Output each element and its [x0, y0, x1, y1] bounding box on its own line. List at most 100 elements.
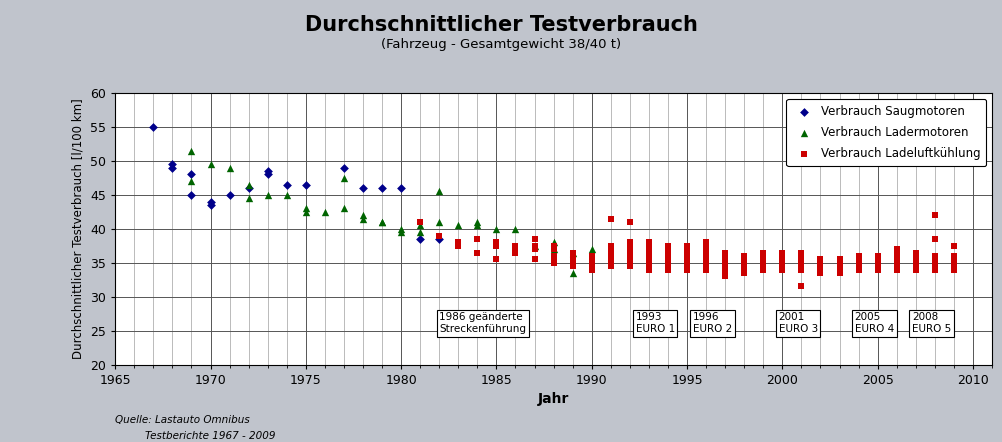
Verbrauch Ladeluftkühlung [641, 246, 657, 253]
Verbrauch Ladeluftkühlung [736, 256, 753, 263]
Verbrauch Ladeluftkühlung [565, 263, 581, 270]
Verbrauch Ladermotoren [374, 218, 390, 225]
Verbrauch Ladeluftkühlung [946, 259, 962, 266]
Text: Durchschnittlicher Testverbrauch: Durchschnittlicher Testverbrauch [305, 15, 697, 35]
Verbrauch Ladeluftkühlung [927, 236, 943, 243]
Verbrauch Ladeluftkühlung [698, 263, 714, 270]
Verbrauch Ladeluftkühlung [660, 259, 676, 266]
Text: 1986 geänderte
Streckenführung: 1986 geänderte Streckenführung [439, 312, 526, 334]
Verbrauch Ladeluftkühlung [775, 259, 791, 266]
Verbrauch Ladeluftkühlung [889, 252, 905, 259]
Verbrauch Ladermotoren [240, 181, 257, 188]
Verbrauch Ladeluftkühlung [584, 259, 600, 266]
Verbrauch Ladeluftkühlung [851, 266, 867, 273]
Verbrauch Ladeluftkühlung [813, 259, 829, 266]
Verbrauch Ladeluftkühlung [584, 263, 600, 270]
Verbrauch Ladeluftkühlung [565, 259, 581, 266]
Verbrauch Ladermotoren [183, 178, 199, 185]
Verbrauch Ladeluftkühlung [927, 259, 943, 266]
Verbrauch Ladeluftkühlung [698, 252, 714, 259]
Verbrauch Ladeluftkühlung [736, 259, 753, 266]
Verbrauch Ladeluftkühlung [622, 218, 638, 225]
Verbrauch Ladermotoren [298, 205, 314, 212]
Verbrauch Ladeluftkühlung [736, 269, 753, 276]
Verbrauch Ladermotoren [240, 194, 257, 202]
Verbrauch Ladeluftkühlung [431, 232, 447, 239]
Verbrauch Ladermotoren [260, 191, 276, 198]
Verbrauch Ladeluftkühlung [526, 242, 542, 249]
Verbrauch Ladeluftkühlung [660, 242, 676, 249]
Verbrauch Ladeluftkühlung [908, 263, 924, 270]
Verbrauch Ladermotoren [431, 218, 447, 225]
Verbrauch Ladeluftkühlung [756, 256, 772, 263]
Verbrauch Ladeluftkühlung [660, 252, 676, 259]
Verbrauch Ladeluftkühlung [698, 266, 714, 273]
Verbrauch Ladeluftkühlung [927, 212, 943, 219]
Verbrauch Ladeluftkühlung [622, 246, 638, 253]
Verbrauch Ladermotoren [584, 246, 600, 253]
Verbrauch Ladeluftkühlung [717, 266, 733, 273]
Verbrauch Ladeluftkühlung [889, 259, 905, 266]
Verbrauch Ladeluftkühlung [546, 256, 562, 263]
Verbrauch Ladeluftkühlung [832, 266, 848, 273]
Text: 2005
EURO 4: 2005 EURO 4 [855, 312, 894, 334]
Verbrauch Ladeluftkühlung [660, 266, 676, 273]
Verbrauch Ladeluftkühlung [565, 249, 581, 256]
Verbrauch Ladeluftkühlung [756, 249, 772, 256]
Verbrauch Saugmotoren [355, 184, 371, 191]
Verbrauch Saugmotoren [393, 184, 409, 191]
Verbrauch Ladermotoren [469, 222, 485, 229]
Verbrauch Ladeluftkühlung [603, 246, 619, 253]
Verbrauch Ladeluftkühlung [698, 239, 714, 246]
Verbrauch Ladeluftkühlung [946, 266, 962, 273]
Verbrauch Ladeluftkühlung [660, 256, 676, 263]
Verbrauch Ladeluftkühlung [908, 259, 924, 266]
Verbrauch Ladeluftkühlung [775, 252, 791, 259]
Verbrauch Ladeluftkühlung [927, 256, 943, 263]
Verbrauch Ladermotoren [336, 174, 352, 181]
Verbrauch Ladermotoren [221, 164, 237, 171]
Verbrauch Ladeluftkühlung [717, 259, 733, 266]
Verbrauch Ladermotoren [393, 229, 409, 236]
Verbrauch Ladeluftkühlung [851, 259, 867, 266]
Verbrauch Ladeluftkühlung [698, 259, 714, 266]
Verbrauch Ladermotoren [546, 239, 562, 246]
Verbrauch Ladeluftkühlung [641, 252, 657, 259]
Verbrauch Ladermotoren [507, 225, 523, 232]
Verbrauch Ladeluftkühlung [622, 242, 638, 249]
Verbrauch Ladeluftkühlung [488, 256, 504, 263]
Verbrauch Ladeluftkühlung [622, 249, 638, 256]
Verbrauch Ladermotoren [488, 225, 504, 232]
Verbrauch Ladeluftkühlung [717, 256, 733, 263]
Verbrauch Ladeluftkühlung [450, 242, 466, 249]
Verbrauch Ladeluftkühlung [889, 246, 905, 253]
Verbrauch Ladeluftkühlung [698, 256, 714, 263]
Verbrauch Ladeluftkühlung [698, 242, 714, 249]
Verbrauch Ladeluftkühlung [794, 263, 810, 270]
Verbrauch Ladeluftkühlung [717, 249, 733, 256]
Verbrauch Ladeluftkühlung [832, 263, 848, 270]
Verbrauch Saugmotoren [412, 236, 428, 243]
Verbrauch Ladeluftkühlung [927, 266, 943, 273]
Verbrauch Ladermotoren [412, 229, 428, 236]
Verbrauch Ladeluftkühlung [469, 236, 485, 243]
Verbrauch Ladermotoren [393, 225, 409, 232]
Verbrauch Ladeluftkühlung [775, 249, 791, 256]
Verbrauch Ladeluftkühlung [507, 242, 523, 249]
Verbrauch Ladermotoren [355, 215, 371, 222]
Verbrauch Ladeluftkühlung [546, 259, 562, 266]
Verbrauch Ladermotoren [355, 212, 371, 219]
Verbrauch Ladermotoren [317, 208, 333, 215]
Verbrauch Ladeluftkühlung [622, 263, 638, 270]
Verbrauch Ladermotoren [431, 188, 447, 195]
Verbrauch Ladeluftkühlung [775, 256, 791, 263]
Verbrauch Ladeluftkühlung [851, 263, 867, 270]
Verbrauch Ladeluftkühlung [526, 236, 542, 243]
Verbrauch Ladeluftkühlung [946, 252, 962, 259]
Verbrauch Ladermotoren [546, 246, 562, 253]
Verbrauch Ladeluftkühlung [832, 259, 848, 266]
Verbrauch Ladeluftkühlung [756, 266, 772, 273]
Verbrauch Ladeluftkühlung [603, 249, 619, 256]
Verbrauch Ladeluftkühlung [775, 266, 791, 273]
Legend: Verbrauch Saugmotoren, Verbrauch Ladermotoren, Verbrauch Ladeluftkühlung: Verbrauch Saugmotoren, Verbrauch Ladermo… [787, 99, 986, 166]
